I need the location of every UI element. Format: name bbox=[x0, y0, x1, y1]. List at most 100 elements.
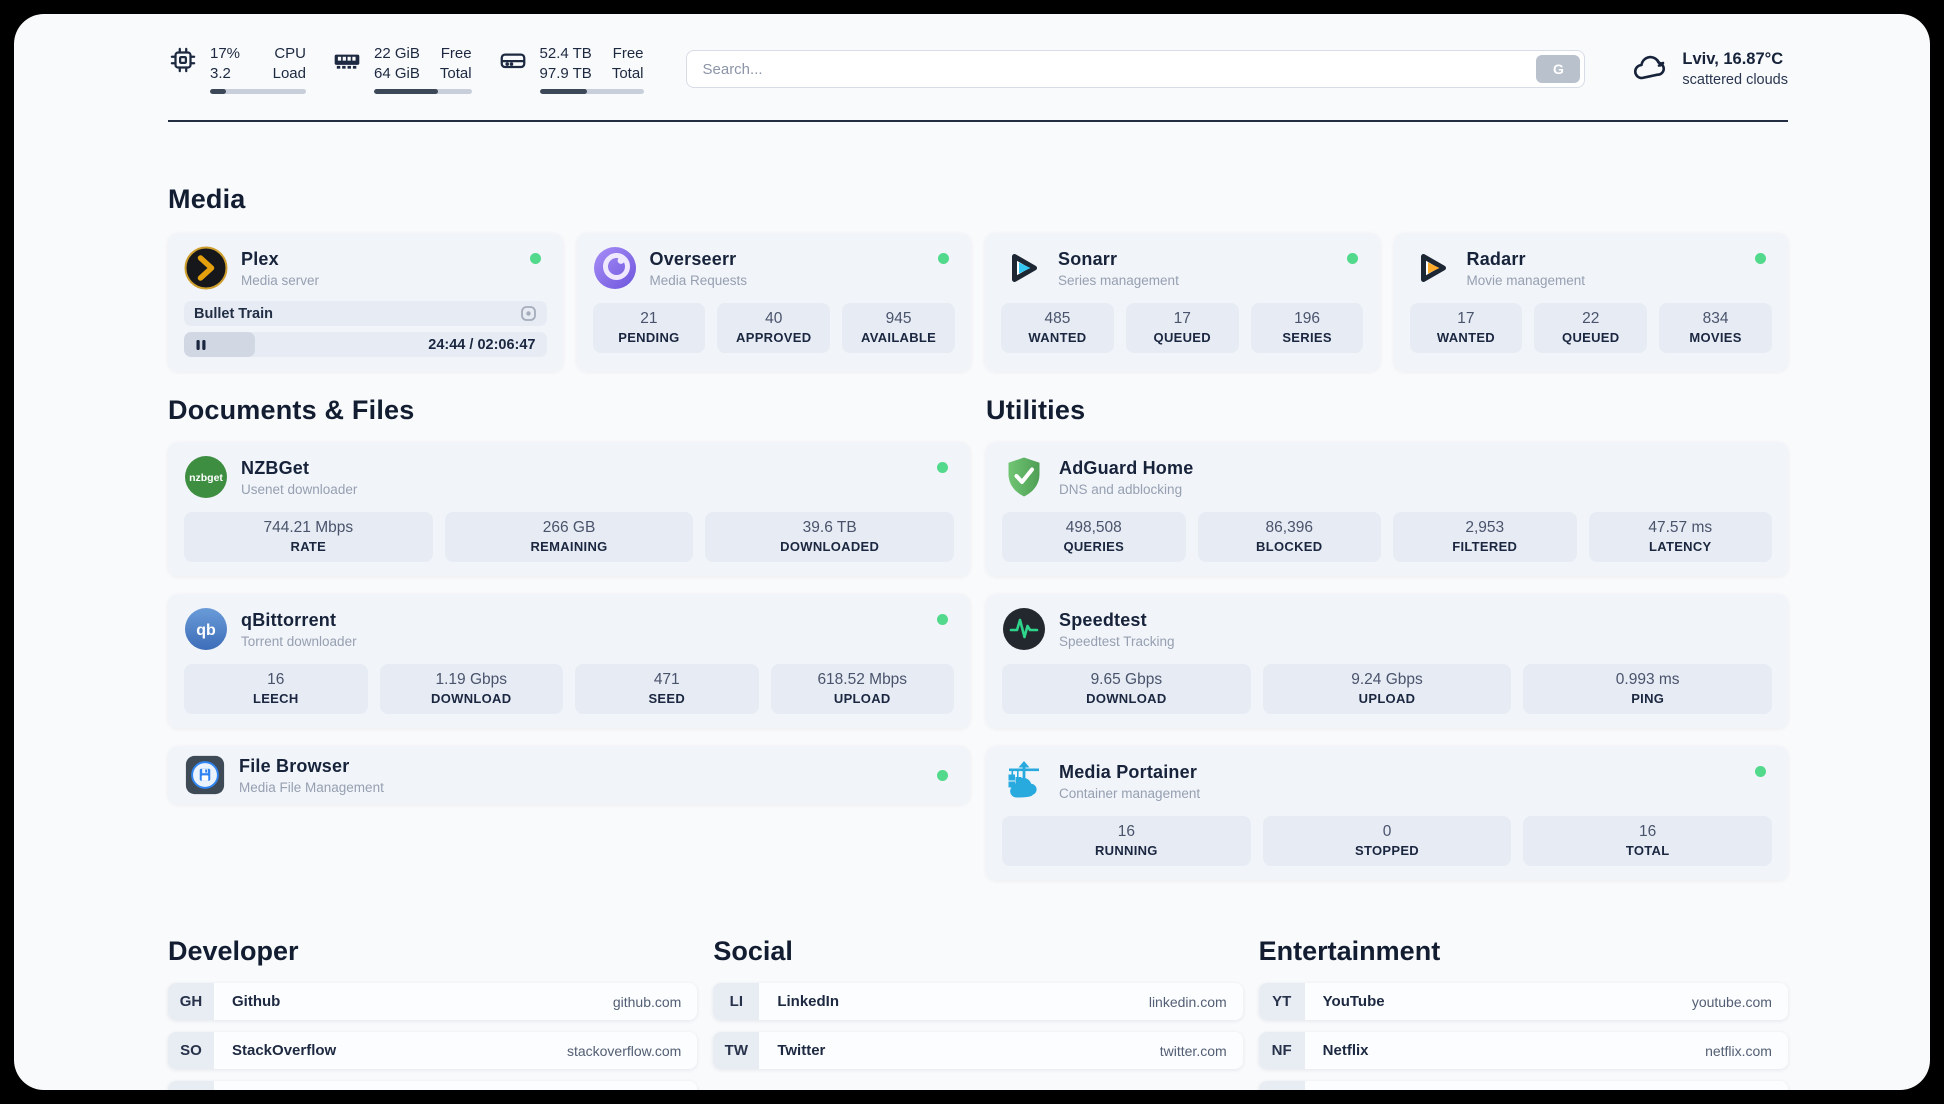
plex-card-header: Plex Media server bbox=[184, 246, 547, 290]
cloud-icon bbox=[1634, 55, 1666, 80]
stat-box: 834 MOVIES bbox=[1659, 303, 1772, 353]
app-subtitle: Series management bbox=[1058, 272, 1179, 288]
stat-box: 17 QUEUED bbox=[1125, 303, 1239, 353]
dashboard-panel: 17% 3.2 CPU Load bbox=[14, 14, 1930, 1090]
documents-column: Documents & Files nzbget NZBGet Usenet d… bbox=[168, 395, 970, 880]
nzbget-card-header: nzbget NZBGet Usenet downloader bbox=[184, 455, 954, 499]
stat-box: 744.21 Mbps RATE bbox=[184, 512, 433, 562]
bookmark-url: twitter.com bbox=[1159, 1042, 1227, 1059]
portainer-stats: 16 RUNNING 0 STOPPED 16 TOTAL bbox=[1002, 816, 1773, 866]
bookmark-twitter[interactable]: TW Twitter twitter.com bbox=[713, 1032, 1243, 1069]
bookmark-url: youtube.com bbox=[1691, 993, 1772, 1010]
bookmark-abbr-badge: GH bbox=[168, 983, 214, 1020]
speedtest-card-titles: Speedtest Speedtest Tracking bbox=[1059, 610, 1175, 649]
nzbget-card[interactable]: nzbget NZBGet Usenet downloader 744.21 M… bbox=[168, 442, 970, 576]
plex-card-titles: Plex Media server bbox=[241, 249, 319, 288]
search-engine-button[interactable]: G bbox=[1536, 55, 1581, 83]
weather-location-temp: Lviv, 16.87°C bbox=[1682, 50, 1784, 68]
plex-card[interactable]: Plex Media server Bullet Train bbox=[168, 233, 563, 371]
bookmark-youtube[interactable]: YT YouTube youtube.com bbox=[1258, 983, 1788, 1020]
stat-box: 498,508 QUERIES bbox=[1002, 512, 1186, 562]
radarr-card-titles: Radarr Movie management bbox=[1467, 249, 1586, 288]
bookmark-url: stackoverflow.com bbox=[566, 1042, 682, 1059]
app-subtitle: DNS and adblocking bbox=[1059, 481, 1183, 497]
pause-icon[interactable] bbox=[195, 339, 207, 351]
stat-box: 485 WANTED bbox=[1001, 303, 1114, 353]
portainer-card[interactable]: Media Portainer Container management 16 R… bbox=[986, 746, 1788, 880]
adguard-card[interactable]: AdGuard Home DNS and adblocking 498,508 Q… bbox=[986, 442, 1788, 576]
stat-box: 21 PENDING bbox=[592, 303, 706, 353]
bookmark-github[interactable]: GH Github github.com bbox=[168, 983, 698, 1020]
ram-progress-bar bbox=[374, 89, 472, 94]
stat-box: 39.6 TB DOWNLOADED bbox=[705, 512, 955, 562]
radarr-card-header: Radarr Movie management bbox=[1410, 246, 1773, 290]
portainer-icon bbox=[1008, 761, 1039, 798]
app-subtitle: Media server bbox=[241, 272, 320, 288]
cpu-labels: CPU Load bbox=[272, 45, 306, 82]
cpu-progress-bar bbox=[210, 89, 306, 94]
bookmark-group-title: Developer bbox=[168, 936, 299, 966]
radarr-stats: 17 WANTED 22 QUEUED 834 MOVIES bbox=[1409, 303, 1773, 353]
app-subtitle: Usenet downloader bbox=[241, 481, 358, 497]
app-name: qBittorrent bbox=[241, 609, 337, 630]
bookmark-reddit[interactable]: RE Reddit reddit.com bbox=[1258, 1081, 1788, 1090]
filebrowser-card[interactable]: File Browser Media File Management bbox=[168, 746, 970, 804]
overseerr-card[interactable]: Overseerr Media Requests 21 PENDING 40 APP… bbox=[576, 233, 971, 371]
search-bar: G bbox=[685, 50, 1586, 88]
status-online-dot bbox=[1755, 253, 1766, 264]
adguard-stats: 498,508 QUERIES 86,396 BLOCKED 2,953 FILTER… bbox=[1002, 512, 1772, 562]
stat-box: 17 WANTED bbox=[1409, 303, 1523, 353]
bookmark-group-title: Social bbox=[713, 936, 793, 966]
bookmark-abbr-badge: NF bbox=[1258, 1032, 1305, 1069]
qbittorrent-card[interactable]: qb qBittorrent Torrent downloader 16 LEEC… bbox=[168, 594, 970, 728]
bookmark-name: Github bbox=[232, 993, 281, 1010]
nzbget-stats: 744.21 Mbps RATE 266 GB REMAINING 39.6 TB D… bbox=[184, 512, 955, 562]
filebrowser-card-header: File Browser Media File Management bbox=[184, 754, 954, 796]
stat-box: 266 GB REMAINING bbox=[444, 512, 694, 562]
disk-stat-widget: 52.4 TB 97.9 TB Free Total bbox=[498, 44, 644, 94]
app-subtitle: Speedtest Tracking bbox=[1059, 633, 1175, 649]
bookmark-netflix[interactable]: NF Netflix netflix.com bbox=[1258, 1032, 1788, 1069]
app-subtitle: Media Requests bbox=[649, 272, 748, 288]
stat-box: 9.65 Gbps DOWNLOAD bbox=[1002, 664, 1251, 714]
now-playing-title: Bullet Train bbox=[194, 305, 273, 322]
playback-progress-bar[interactable]: 24:44 / 02:06:47 bbox=[184, 332, 547, 357]
adguard-icon bbox=[1008, 457, 1040, 497]
speedtest-card[interactable]: Speedtest Speedtest Tracking 9.65 Gbps DO… bbox=[986, 594, 1788, 728]
cpu-stat-widget: 17% 3.2 CPU Load bbox=[168, 44, 306, 94]
stat-box: 0.993 ms PING bbox=[1523, 664, 1773, 714]
bookmark-stackoverflow[interactable]: SO StackOverflow stackoverflow.com bbox=[168, 1032, 698, 1069]
stat-box: 16 RUNNING bbox=[1002, 816, 1251, 866]
bookmark-abbr-badge: DT bbox=[168, 1081, 214, 1090]
bookmark-group-developer: Developer GH Github github.com SO StackO… bbox=[168, 936, 698, 1090]
stat-box: 16 LEECH bbox=[184, 664, 368, 714]
radarr-card[interactable]: Radarr Movie management 17 WANTED 22 QUEUE… bbox=[1393, 233, 1788, 371]
stat-box: 9.24 Gbps UPLOAD bbox=[1262, 664, 1512, 714]
media-cards-row: Plex Media server Bullet Train bbox=[168, 233, 1788, 371]
status-online-dot bbox=[1346, 253, 1358, 264]
bookmark-linkedin[interactable]: LI LinkedIn linkedin.com bbox=[713, 983, 1243, 1020]
cpu-icon bbox=[170, 47, 196, 73]
bookmark-url: github.com bbox=[612, 993, 682, 1010]
app-subtitle: Movie management bbox=[1466, 272, 1586, 288]
svg-text:qb: qb bbox=[196, 622, 216, 639]
status-online-dot bbox=[1755, 766, 1766, 777]
adguard-card-header: AdGuard Home DNS and adblocking bbox=[1002, 455, 1772, 499]
bookmark-abbr-badge: YT bbox=[1258, 983, 1305, 1020]
middle-columns: Documents & Files nzbget NZBGet Usenet d… bbox=[168, 395, 1788, 880]
app-name: File Browser bbox=[239, 755, 350, 776]
search-input[interactable] bbox=[685, 50, 1586, 88]
topbar: 17% 3.2 CPU Load bbox=[14, 14, 1930, 94]
bookmark-name: LinkedIn bbox=[777, 993, 839, 1010]
qbittorrent-icon: qb bbox=[185, 608, 227, 650]
nzbget-card-titles: NZBGet Usenet downloader bbox=[241, 458, 357, 497]
disk-values: 52.4 TB 97.9 TB bbox=[539, 45, 592, 82]
adguard-card-titles: AdGuard Home DNS and adblocking bbox=[1059, 458, 1193, 497]
section-title-utilities: Utilities bbox=[986, 395, 1086, 425]
sonarr-card[interactable]: Sonarr Series management 485 WANTED 17 QUE… bbox=[985, 233, 1380, 371]
stat-box: 86,396 BLOCKED bbox=[1197, 512, 1381, 562]
ram-stat-widget: 22 GiB 64 GiB Free Total bbox=[332, 44, 472, 94]
app-name: Media Portainer bbox=[1059, 761, 1198, 782]
bookmark-dev[interactable]: DT DEV dev.to bbox=[168, 1081, 698, 1090]
sonarr-card-titles: Sonarr Series management bbox=[1058, 249, 1179, 288]
